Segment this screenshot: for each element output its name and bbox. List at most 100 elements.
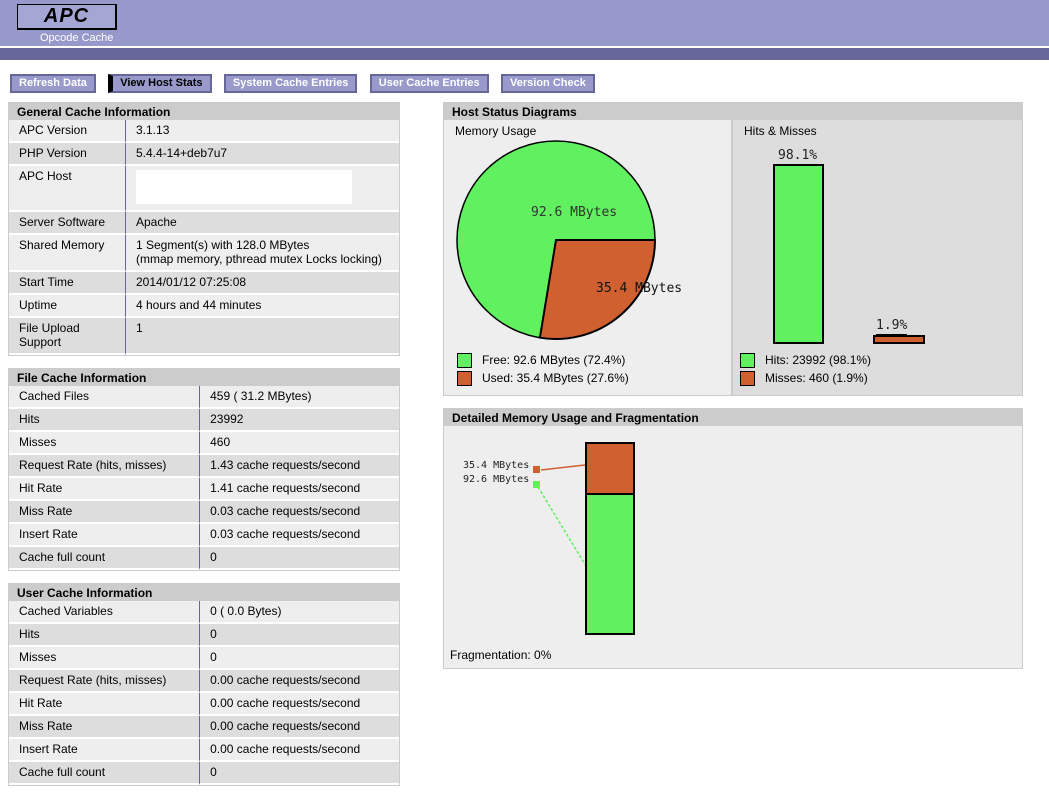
legend-label: Hits: 23992 (98.1%) — [765, 353, 872, 367]
table-row: Insert Rate 0.03 cache requests/second — [9, 524, 399, 547]
memory-usage-pie-chart: 92.6 MBytes 35.4 MBytes — [456, 140, 682, 341]
row-label: APC Version — [9, 120, 126, 143]
row-value-line1: 1 Segment(s) with 128.0 MBytes — [136, 238, 310, 252]
table-row: Start Time 2014/01/12 07:25:08 — [9, 272, 399, 295]
memory-usage-panel: 92.6 MBytes 35.4 MBytes Memory Usage Fre… — [444, 120, 731, 395]
row-label: File Upload Support — [9, 318, 126, 355]
table-row: Cache full count 0 — [9, 547, 399, 570]
fragmentation-text: Fragmentation: 0% — [450, 648, 552, 662]
row-label: Uptime — [9, 295, 126, 318]
table-row: Hit Rate 0.00 cache requests/second — [9, 693, 399, 716]
header-divider-bar — [0, 48, 1049, 60]
row-value: 459 ( 31.2 MBytes) — [200, 386, 399, 409]
hits-misses-panel: Hits & Misses 98.1% 1.9% Hits: 23992 (98… — [733, 120, 1022, 395]
nav-button-refresh-data[interactable]: Refresh Data — [10, 74, 96, 93]
file-cache-info-title: File Cache Information — [9, 369, 399, 386]
table-row: Hit Rate 1.41 cache requests/second — [9, 478, 399, 501]
nav-button-system-cache-entries[interactable]: System Cache Entries — [223, 74, 358, 93]
table-row: Misses 0 — [9, 647, 399, 670]
table-row: Misses 460 — [9, 432, 399, 455]
row-value: 2014/01/12 07:25:08 — [126, 272, 399, 295]
detailed-callout-lines — [537, 464, 587, 567]
row-value: 1.43 cache requests/second — [200, 455, 399, 478]
table-row: Server Software Apache — [9, 212, 399, 235]
left-column: General Cache Information APC Version 3.… — [8, 102, 400, 798]
detailed-memory-body: 35.4 MBytes 92.6 MBytes Fragmentation: 0… — [444, 426, 1022, 668]
row-value: 1 — [126, 318, 399, 355]
file-cache-info-table: Cached Files 459 ( 31.2 MBytes) Hits 239… — [9, 386, 399, 570]
nav-button-view-host-stats[interactable]: View Host Stats — [108, 74, 212, 93]
detailed-used-swatch-icon — [533, 466, 540, 473]
legend-label: Misses: 460 (1.9%) — [765, 371, 868, 385]
used-swatch-icon — [457, 370, 472, 386]
row-label: Cached Files — [9, 386, 201, 409]
legend-item-free: Free: 92.6 MBytes (72.4%) — [457, 352, 625, 368]
hits-bar-value-label: 98.1% — [778, 148, 818, 163]
row-value: 0 — [200, 624, 399, 647]
table-row: Cached Variables 0 ( 0.0 Bytes) — [9, 601, 399, 624]
row-label: Cached Variables — [9, 601, 201, 624]
legend-label: Free: 92.6 MBytes (72.4%) — [482, 353, 626, 367]
row-label: Misses — [9, 432, 201, 455]
row-label: Misses — [9, 647, 201, 670]
user-cache-info-title: User Cache Information — [9, 584, 399, 601]
row-label: Insert Rate — [9, 739, 201, 762]
row-value — [126, 166, 399, 212]
host-status-title: Host Status Diagrams — [444, 103, 1022, 120]
row-value: 5.4.4-14+deb7u7 — [126, 143, 399, 166]
host-status-body: 92.6 MBytes 35.4 MBytes Memory Usage Fre… — [444, 120, 1022, 395]
detailed-memory-panel: Detailed Memory Usage and Fragmentation … — [443, 408, 1023, 669]
table-row: APC Host — [9, 166, 399, 212]
row-label: Hit Rate — [9, 478, 201, 501]
row-value: 0.03 cache requests/second — [200, 501, 399, 524]
table-row: Insert Rate 0.00 cache requests/second — [9, 739, 399, 762]
pie-free-label: 92.6 MBytes — [531, 205, 617, 220]
row-value: 4 hours and 44 minutes — [126, 295, 399, 318]
row-label: Hits — [9, 624, 201, 647]
legend-item-used: Used: 35.4 MBytes (27.6%) — [457, 370, 629, 386]
row-value: 0.00 cache requests/second — [200, 739, 399, 762]
user-cache-info-table: Cached Variables 0 ( 0.0 Bytes) Hits 0 M… — [9, 601, 399, 785]
table-row: Miss Rate 0.03 cache requests/second — [9, 501, 399, 524]
row-value: 0 — [200, 547, 399, 570]
table-row: File Upload Support 1 — [9, 318, 399, 355]
file-cache-info-panel: File Cache Information Cached Files 459 … — [8, 368, 400, 571]
row-value: 460 — [200, 432, 399, 455]
row-value: 0.00 cache requests/second — [200, 716, 399, 739]
row-label: Start Time — [9, 272, 126, 295]
apc-logo[interactable]: APC — [17, 4, 117, 30]
misses-bar-value-label: 1.9% — [876, 318, 908, 335]
legend-label: Used: 35.4 MBytes (27.6%) — [482, 371, 629, 385]
nav-bar: Refresh Data View Host Stats System Cach… — [10, 74, 1049, 93]
apc-host-redacted-value — [136, 170, 352, 204]
row-value: 1.41 cache requests/second — [200, 478, 399, 501]
table-row: Request Rate (hits, misses) 1.43 cache r… — [9, 455, 399, 478]
row-value: 0 ( 0.0 Bytes) — [200, 601, 399, 624]
detailed-used-label: 35.4 MBytes — [463, 460, 530, 471]
table-row: Hits 0 — [9, 624, 399, 647]
nav-button-version-check[interactable]: Version Check — [501, 74, 595, 93]
detailed-free-segment — [585, 493, 635, 635]
row-value: 0.03 cache requests/second — [200, 524, 399, 547]
table-row: Shared Memory 1 Segment(s) with 128.0 MB… — [9, 235, 399, 272]
row-label: Hits — [9, 409, 201, 432]
row-value: 0 — [200, 647, 399, 670]
detailed-memory-title: Detailed Memory Usage and Fragmentation — [444, 409, 1022, 426]
table-row: Hits 23992 — [9, 409, 399, 432]
table-row: APC Version 3.1.13 — [9, 120, 399, 143]
nav-button-user-cache-entries[interactable]: User Cache Entries — [369, 74, 489, 93]
row-label: Cache full count — [9, 762, 201, 785]
legend-item-misses: Misses: 460 (1.9%) — [740, 370, 868, 386]
row-label: PHP Version — [9, 143, 126, 166]
free-swatch-icon — [457, 352, 472, 368]
legend-item-hits: Hits: 23992 (98.1%) — [740, 352, 871, 368]
general-cache-info-table: APC Version 3.1.13 PHP Version 5.4.4-14+… — [9, 120, 399, 355]
row-label: Cache full count — [9, 547, 201, 570]
detailed-free-label: 92.6 MBytes — [463, 474, 530, 485]
table-row: Cached Files 459 ( 31.2 MBytes) — [9, 386, 399, 409]
general-cache-info-title: General Cache Information — [9, 103, 399, 120]
row-label: APC Host — [9, 166, 126, 212]
table-row: Uptime 4 hours and 44 minutes — [9, 295, 399, 318]
pie-used-slice — [538, 239, 657, 341]
row-value: 0.00 cache requests/second — [200, 693, 399, 716]
